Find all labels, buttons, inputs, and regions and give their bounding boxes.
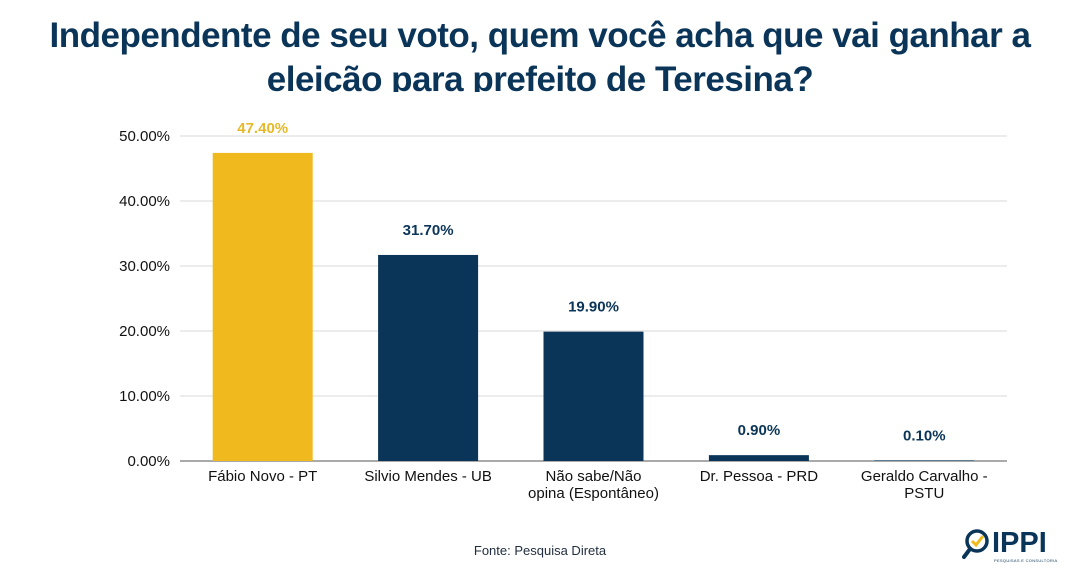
data-label: 31.70% (403, 222, 454, 239)
data-label: 47.40% (237, 120, 288, 137)
data-label: 0.90% (738, 422, 781, 439)
bar (212, 152, 313, 461)
x-tick-label: Não sabe/Não (546, 468, 642, 485)
data-label: 19.90% (568, 299, 619, 316)
magnifier-check-icon (962, 529, 989, 559)
x-tick-label: PSTU (904, 485, 944, 502)
x-tick-label: Silvio Mendes - UB (364, 468, 492, 485)
bar-chart: 0.00% 10.00% 20.00% 30.00% 40.00% 50.00% 47.40… (119, 120, 1007, 502)
source-note: Fonte: Pesquisa Direta (473, 543, 607, 558)
chart-title-line-2: eleição para prefeito de Teresina? (266, 60, 814, 92)
chart-title: Independente de seu voto, quem você acha… (0, 14, 1080, 92)
bar (874, 460, 975, 461)
bar (543, 331, 644, 461)
brand-logo: IPPI PESQUISAS E CONSULTORIA (962, 526, 1070, 564)
logo-wordmark: IPPI (992, 527, 1047, 559)
x-tick-label: opina (Espontâneo) (528, 485, 659, 502)
y-tick-label: 50.00% (119, 128, 170, 145)
y-tick-label: 20.00% (119, 323, 170, 340)
y-tick-label: 0.00% (127, 453, 170, 470)
y-tick-label: 10.00% (119, 388, 170, 405)
logo-tagline: PESQUISAS E CONSULTORIA (994, 558, 1058, 563)
bar (708, 455, 809, 461)
y-tick-label: 40.00% (119, 193, 170, 210)
x-tick-label: Fábio Novo - PT (208, 468, 317, 485)
chart-title-line-1: Independente de seu voto, quem você acha… (49, 16, 1031, 55)
data-label: 0.10% (903, 427, 946, 444)
bar (378, 254, 479, 461)
x-tick-label: Dr. Pessoa - PRD (700, 468, 819, 485)
y-tick-label: 30.00% (119, 258, 170, 275)
x-tick-label: Geraldo Carvalho - (861, 468, 988, 485)
